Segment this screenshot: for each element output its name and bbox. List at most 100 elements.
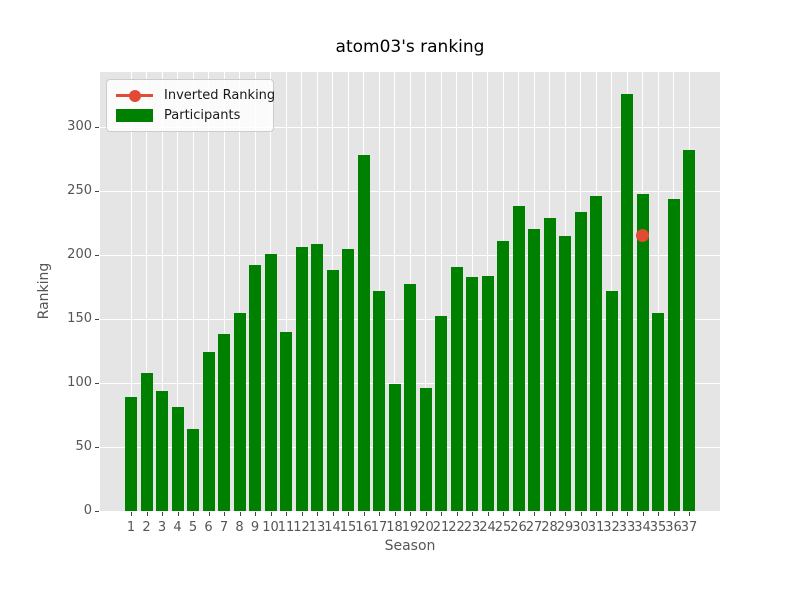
x-tick-label: 16 bbox=[355, 520, 372, 535]
participants-bar bbox=[683, 150, 695, 511]
x-tick-label: 1 bbox=[126, 520, 136, 535]
participants-bar bbox=[373, 290, 385, 511]
x-tick-mark bbox=[208, 512, 210, 516]
x-tick-label: 17 bbox=[370, 520, 388, 535]
gridline-vertical bbox=[223, 72, 225, 511]
y-tick-mark bbox=[95, 382, 99, 384]
x-tick-label: 21 bbox=[432, 520, 450, 535]
participants-bar bbox=[342, 248, 354, 511]
x-tick-mark bbox=[410, 512, 411, 516]
participants-bar bbox=[156, 390, 168, 511]
legend-label-participants: Participants bbox=[164, 108, 241, 123]
participants-bar bbox=[280, 331, 292, 511]
x-tick-mark bbox=[503, 512, 504, 516]
x-tick-mark bbox=[146, 512, 148, 516]
x-tick-mark bbox=[286, 512, 287, 516]
y-tick-label: 300 bbox=[67, 119, 92, 135]
inverted-ranking-point bbox=[636, 229, 649, 243]
x-tick-mark bbox=[239, 512, 241, 516]
participants-bar bbox=[171, 407, 184, 511]
gridline-vertical bbox=[192, 72, 194, 511]
y-tick-mark bbox=[95, 126, 99, 128]
x-tick-label: 7 bbox=[219, 520, 229, 535]
x-tick-mark bbox=[379, 512, 380, 516]
participants-bar bbox=[667, 198, 680, 511]
y-tick-label: 200 bbox=[67, 247, 92, 263]
x-tick-mark bbox=[177, 512, 179, 516]
participants-bar bbox=[559, 235, 571, 511]
participants-bar bbox=[605, 290, 618, 511]
x-tick-label: 4 bbox=[173, 520, 182, 535]
gridline-vertical bbox=[657, 72, 659, 511]
participants-bar bbox=[218, 334, 230, 511]
x-tick-label: 15 bbox=[339, 520, 357, 535]
participants-bar bbox=[388, 384, 401, 511]
x-tick-label: 9 bbox=[250, 520, 260, 535]
x-tick-label: 5 bbox=[188, 520, 198, 535]
gridline-vertical bbox=[161, 72, 163, 511]
participants-bar bbox=[202, 352, 215, 511]
participants-bar bbox=[419, 388, 432, 511]
gridline-vertical bbox=[285, 72, 287, 511]
x-tick-label: 27 bbox=[525, 520, 543, 535]
x-tick-mark bbox=[658, 512, 659, 516]
x-tick-label: 37 bbox=[680, 520, 698, 535]
participants-bar bbox=[466, 276, 478, 511]
participants-bar bbox=[543, 217, 556, 511]
x-tick-label: 33 bbox=[618, 520, 636, 535]
x-tick-mark bbox=[534, 512, 535, 516]
gridline-vertical bbox=[239, 72, 240, 511]
participants-bar bbox=[357, 155, 370, 511]
legend-dot-icon bbox=[128, 89, 141, 102]
participants-bar bbox=[233, 312, 246, 511]
participants-bar bbox=[590, 196, 602, 511]
participants-bar bbox=[621, 93, 633, 511]
x-tick-label: 36 bbox=[665, 520, 682, 535]
gridline-vertical bbox=[440, 72, 442, 511]
participants-bar bbox=[187, 429, 199, 511]
x-tick-label: 2 bbox=[142, 520, 151, 535]
x-tick-mark bbox=[131, 512, 132, 516]
x-tick-mark bbox=[162, 512, 163, 516]
x-tick-label: 10 bbox=[262, 520, 279, 535]
x-tick-mark bbox=[689, 512, 690, 516]
x-tick-mark bbox=[348, 512, 349, 516]
y-tick-label: 0 bbox=[83, 503, 92, 518]
x-tick-mark bbox=[332, 512, 334, 516]
x-tick-label: 30 bbox=[572, 520, 589, 535]
gridline-vertical bbox=[394, 72, 395, 511]
x-tick-label: 3 bbox=[157, 520, 167, 535]
x-tick-mark bbox=[255, 512, 256, 516]
x-tick-label: 24 bbox=[479, 520, 496, 535]
participants-bar bbox=[574, 211, 587, 511]
x-tick-mark bbox=[596, 512, 597, 516]
x-tick-label: 11 bbox=[277, 520, 295, 535]
x-tick-label: 20 bbox=[417, 520, 434, 535]
gridline-vertical bbox=[425, 72, 426, 511]
chart-title: atom03's ranking bbox=[335, 37, 485, 57]
x-tick-label: 22 bbox=[448, 520, 465, 535]
x-tick-mark bbox=[673, 512, 675, 516]
participants-bar bbox=[450, 266, 463, 511]
x-tick-mark bbox=[518, 512, 520, 516]
x-tick-label: 32 bbox=[603, 520, 620, 535]
x-tick-label: 19 bbox=[401, 520, 419, 535]
x-tick-label: 13 bbox=[308, 520, 326, 535]
x-tick-label: 8 bbox=[235, 520, 244, 535]
y-tick-mark bbox=[95, 510, 99, 512]
x-tick-mark bbox=[425, 512, 427, 516]
y-tick-mark bbox=[95, 318, 99, 320]
participants-bar bbox=[125, 397, 137, 511]
x-tick-mark bbox=[611, 512, 613, 516]
x-tick-label: 29 bbox=[556, 520, 574, 535]
x-tick-mark bbox=[270, 512, 272, 516]
x-tick-mark bbox=[456, 512, 458, 516]
x-tick-mark bbox=[301, 512, 303, 516]
gridline-vertical bbox=[208, 72, 209, 511]
plot-area bbox=[100, 72, 720, 511]
x-tick-label: 26 bbox=[510, 520, 527, 535]
y-tick-label: 250 bbox=[67, 183, 92, 199]
y-axis-label: Ranking bbox=[36, 262, 52, 320]
x-tick-mark bbox=[472, 512, 473, 516]
legend-label-inverted-ranking: Inverted Ranking bbox=[164, 88, 276, 103]
